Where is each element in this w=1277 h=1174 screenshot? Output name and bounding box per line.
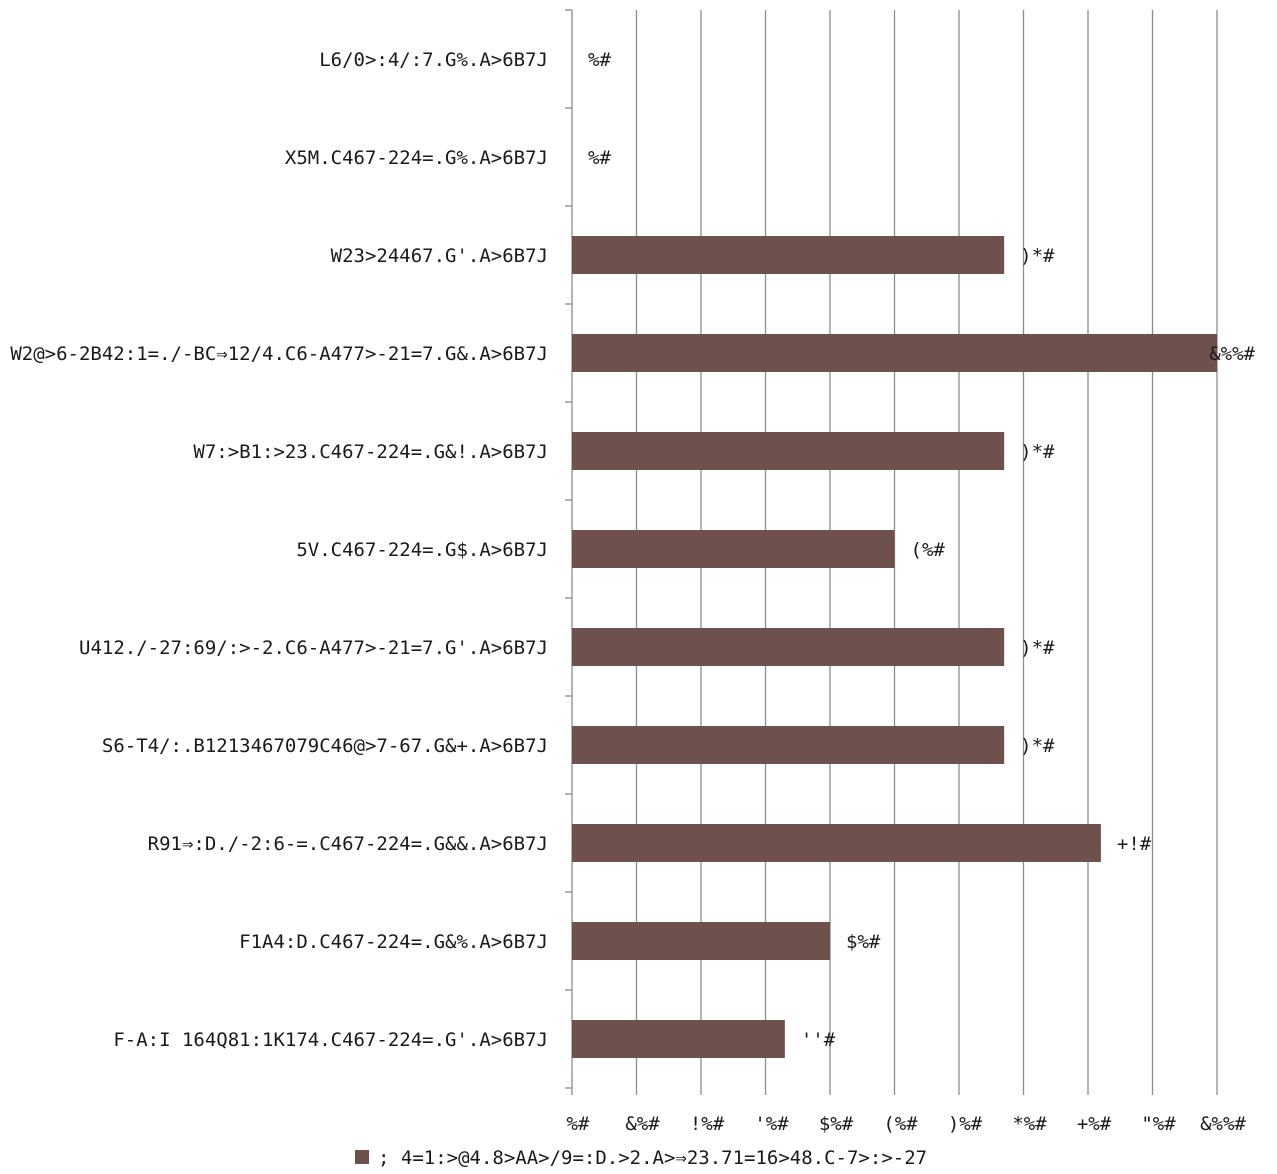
data-label: )*# <box>1020 735 1055 757</box>
x-tick-label: !%# <box>690 1113 725 1135</box>
bar <box>572 922 830 960</box>
category-label: S6-T4/:.B1213467079C46@>7-67.G&+.A>6B7J <box>102 735 548 757</box>
data-label: )*# <box>1020 637 1055 659</box>
data-label: +!# <box>1117 833 1152 855</box>
data-label: (%# <box>911 539 946 561</box>
x-tick-label: %# <box>567 1113 590 1135</box>
x-tick-label: $%# <box>819 1113 854 1135</box>
data-label: &%%# <box>1209 343 1255 365</box>
bar <box>572 334 1217 372</box>
data-label: %# <box>588 49 611 71</box>
category-label: W2@>6-2B42:1=./-BC⇒12/4.C6-A477>-21=7.G&… <box>10 343 548 365</box>
category-label: X5M.C467-224=.G%.A>6B7J <box>285 147 548 169</box>
data-label: )*# <box>1020 245 1055 267</box>
legend-swatch <box>355 1150 369 1164</box>
bar <box>572 432 1005 470</box>
bar <box>572 1020 785 1058</box>
data-label: %# <box>588 147 611 169</box>
x-tick-label: "%# <box>1141 1113 1176 1135</box>
bar <box>572 824 1101 862</box>
data-label: ''# <box>801 1029 836 1051</box>
data-label: )*# <box>1020 441 1055 463</box>
x-tick-label: &%%# <box>1200 1113 1246 1135</box>
x-tick-label: *%# <box>1012 1113 1047 1135</box>
category-label: W7:>B1:>23.C467-224=.G&!.A>6B7J <box>193 441 548 463</box>
bar <box>572 236 1005 274</box>
category-label: R91⇒:D./-2:6-=.C467-224=.G&&.A>6B7J <box>148 833 548 855</box>
category-label: L6/0>:4/:7.G%.A>6B7J <box>319 49 548 71</box>
category-label: 5V.C467-224=.G$.A>6B7J <box>296 539 548 561</box>
category-label: F1A4:D.C467-224=.G&%.A>6B7J <box>239 931 548 953</box>
data-label: $%# <box>846 931 881 953</box>
bar <box>572 628 1005 666</box>
category-label: U412./-27:69/:>-2.C6-A477>-21=7.G'.A>6B7… <box>79 637 548 659</box>
bar <box>572 530 895 568</box>
x-tick-label: '%# <box>754 1113 789 1135</box>
x-tick-label: +%# <box>1077 1113 1112 1135</box>
category-label: W23>24467.G'.A>6B7J <box>331 245 548 267</box>
x-tick-label: )%# <box>948 1113 983 1135</box>
legend-label: ; 4=1:>@4.8>AA>/9=:D.>2.A>⇒23.71=16>48.C… <box>378 1147 927 1169</box>
x-tick-label: &%# <box>625 1113 660 1135</box>
bar <box>572 726 1005 764</box>
category-label: F-A:I 164Q81:1K174.C467-224=.G'.A>6B7J <box>113 1029 548 1051</box>
x-tick-label: (%# <box>883 1113 918 1135</box>
